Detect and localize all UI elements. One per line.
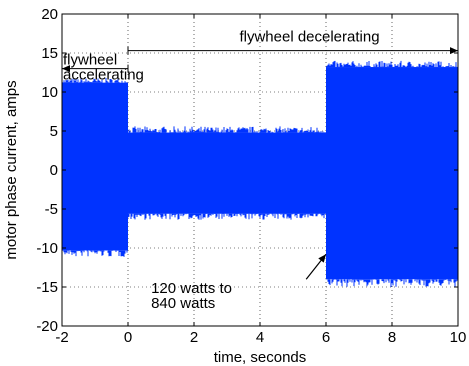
- arrow-head-power: [318, 254, 326, 263]
- y-tick-label: -15: [36, 279, 58, 296]
- x-tick-label: -2: [55, 329, 68, 346]
- x-tick-label: 10: [450, 329, 467, 346]
- annotation-text-accel: accelerating: [63, 67, 144, 84]
- x-tick-label: 6: [322, 329, 330, 346]
- x-tick-label: 4: [256, 329, 264, 346]
- arrow-head-accel: [62, 65, 70, 73]
- y-tick-label: -20: [36, 318, 58, 335]
- y-tick-label: -5: [45, 201, 58, 218]
- annotations: flywheel decelerating flywheelacceleratin…: [62, 28, 458, 312]
- x-tick-label: 2: [190, 329, 198, 346]
- current-band: [326, 67, 458, 280]
- x-axis-label: time, seconds: [214, 349, 307, 366]
- current-band: [128, 132, 326, 214]
- y-tick-label: 0: [50, 162, 58, 179]
- y-tick-label: 10: [41, 84, 58, 101]
- y-tick-label: -10: [36, 240, 58, 257]
- y-tick-label: 20: [41, 6, 58, 23]
- annotation-text-power: 120 watts to: [151, 280, 232, 297]
- x-axis-ticks: -2 0 2 4 6 8 10: [55, 14, 466, 346]
- current-spikes: [127, 126, 326, 220]
- x-tick-label: 8: [388, 329, 396, 346]
- y-axis-label: motor phase current, amps: [3, 80, 20, 259]
- y-tick-label: 15: [41, 45, 58, 62]
- current-band: [62, 82, 128, 251]
- x-tick-label: 0: [124, 329, 132, 346]
- y-axis-ticks: -20 -15 -10 -5 0 5 10 15 20: [36, 6, 458, 335]
- arrow-head-decel: [450, 47, 458, 55]
- current-spikes: [325, 60, 458, 287]
- annotation-text-decel: flywheel decelerating: [239, 28, 379, 45]
- annotation-text-accel: flywheel: [63, 52, 117, 69]
- current-trace: [61, 60, 458, 287]
- y-tick-label: 5: [50, 123, 58, 140]
- annotation-text-power: 840 watts: [151, 295, 215, 312]
